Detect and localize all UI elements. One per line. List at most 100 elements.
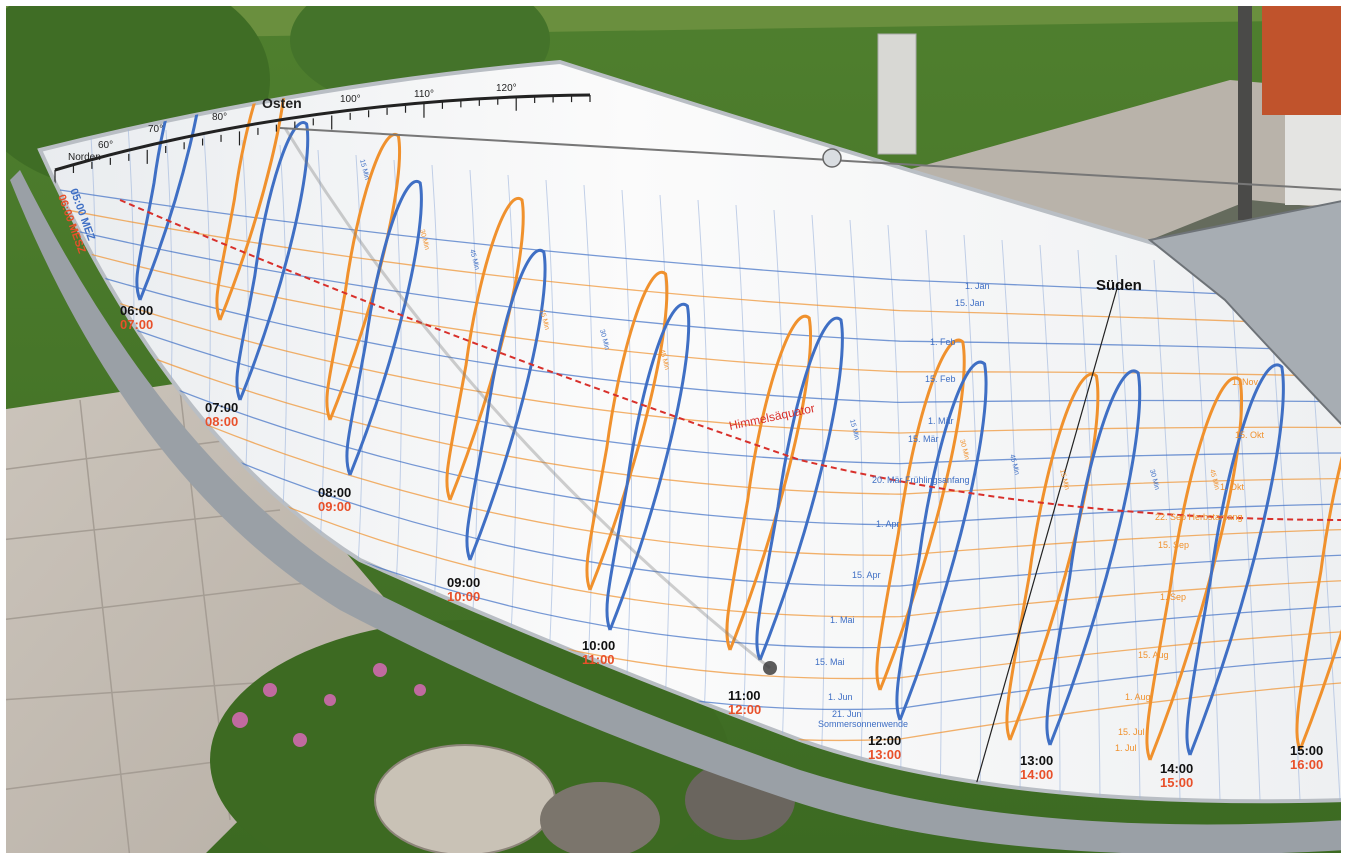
grid-line (773, 209, 787, 801)
date-label-autumn: 15. Jul (1118, 727, 1145, 737)
hour-label-mesz: 15:00 (1160, 775, 1193, 790)
date-label-spring: 1. Jun (828, 692, 853, 702)
date-label-spring: 15. Feb (925, 374, 956, 384)
date-line (59, 339, 1347, 526)
azimuth-label: Norden (68, 152, 101, 163)
hour-label-mesz: 16:00 (1290, 757, 1323, 772)
bollard (877, 33, 917, 155)
analemma-loop (725, 314, 813, 651)
azimuth-label: Osten (262, 95, 302, 111)
hour-label-mez: 06:00 (120, 303, 153, 318)
date-label-autumn: 15. Aug (1138, 650, 1169, 660)
date-label-autumn: 15. Okt (1235, 430, 1265, 440)
analemma-loop (1005, 372, 1100, 741)
grid-line (1229, 269, 1261, 801)
date-line (59, 357, 1347, 557)
analemma-loop (465, 248, 547, 561)
analemma-loop (235, 120, 310, 401)
date-label-spring: 1. Mär (928, 416, 954, 426)
gnomon-ball (822, 148, 842, 168)
hour-label-mez: 07:00 (205, 400, 238, 415)
date-line (59, 208, 1347, 327)
grid-line (811, 214, 825, 801)
date-line (59, 189, 1347, 301)
hour-label-mesz: 07:00 (120, 317, 153, 332)
hour-label-mez: 08:00 (318, 485, 351, 500)
analemma-loop (1295, 350, 1347, 751)
analemma-loop (605, 302, 691, 631)
grid-line (1115, 254, 1141, 801)
sign-post (1238, 0, 1252, 220)
hour-label-mesz: 14:00 (1020, 767, 1053, 782)
analemma-loop (875, 338, 966, 691)
hour-label-mez: 12:00 (868, 733, 901, 748)
info-board-lower (1285, 115, 1347, 205)
hour-label-mesz: 13:00 (868, 747, 901, 762)
date-label-spring: 1. Mai (830, 615, 855, 625)
date-label-spring: 1. Jan (965, 281, 990, 291)
date-line (59, 264, 1347, 404)
grid-line (1077, 249, 1101, 801)
analemma-loop (345, 179, 423, 476)
south-meridian-line (954, 284, 1119, 802)
analemma-loop (1185, 363, 1285, 756)
info-board (1262, 0, 1347, 115)
date-label-autumn: 1. Okt (1220, 482, 1245, 492)
azimuth-label: 120° (496, 83, 517, 94)
analemma-loop (895, 360, 988, 721)
date-label-autumn: 1. Aug (1125, 692, 1151, 702)
hour-label-mez: 13:00 (1020, 753, 1053, 768)
analemma-loop (1045, 369, 1142, 746)
date-line (59, 301, 1347, 465)
date-label-autumn: 15. Sep (1158, 540, 1189, 550)
grid-line (1153, 259, 1181, 801)
analemma-loops (135, 62, 1347, 761)
date-label-spring: 1. Feb (930, 337, 956, 347)
wire-shadow (283, 127, 771, 670)
date-label-spring: 1. Apr (876, 519, 900, 529)
azimuth-label: 60° (98, 140, 113, 151)
date-label-spring: 15. Mai (815, 657, 845, 667)
date-label-spring: 20. Mär Frühlingsanfang (872, 475, 970, 485)
hour-label-mesz: 11:00 (582, 652, 615, 667)
hour-label-mez: 11:00 (728, 688, 761, 703)
date-label-spring: Sommersonnenwende (818, 719, 908, 729)
hour-label-mesz: 08:00 (205, 414, 238, 429)
analemma-loop (755, 316, 844, 661)
gnomon-wire (279, 127, 1347, 191)
analemma-loop (135, 62, 206, 301)
date-label-autumn: 1. Nov (1232, 377, 1259, 387)
boulder (374, 744, 556, 856)
date-label-spring: 15. Apr (852, 570, 881, 580)
date-labels: 1. Jan 15. Jan 1. Feb 15. Feb 1. Mär 15. Mär 2… (358, 159, 1264, 753)
hour-label-mesz: 10:00 (447, 589, 480, 604)
azimuth-label: 80° (212, 112, 227, 123)
date-line (59, 282, 1347, 434)
celestial-equator-line (119, 199, 1347, 521)
hour-labels: 06:0007:0007:0008:0008:0009:0009:0010:00… (120, 303, 1323, 790)
date-label-autumn: 1. Jul (1115, 743, 1137, 753)
clover-flowers (232, 663, 426, 747)
hour-label-mez: 10:00 (582, 638, 615, 653)
date-label-spring: 15. Mär (908, 434, 939, 444)
ball-shadow (763, 661, 777, 675)
azimuth-label: 70° (148, 124, 163, 135)
grid-line (849, 219, 864, 801)
azimuth-label: 110° (414, 89, 434, 100)
south-label: Süden (1096, 277, 1142, 294)
date-line (59, 245, 1347, 378)
date-label-spring: 21. Jun (832, 709, 862, 719)
date-label-autumn: 22. Sep Herbstanfang (1155, 512, 1243, 522)
date-label-spring: 15. Jan (955, 298, 985, 308)
hour-label-mesz: 09:00 (318, 499, 351, 514)
azimuth-scale (54, 93, 591, 172)
boulder-dark (540, 782, 660, 858)
date-line (59, 376, 1347, 587)
azimuth-ticks (54, 95, 591, 184)
azimuth-label: 100° (340, 94, 361, 105)
hour-label-mez: 14:00 (1160, 761, 1193, 776)
